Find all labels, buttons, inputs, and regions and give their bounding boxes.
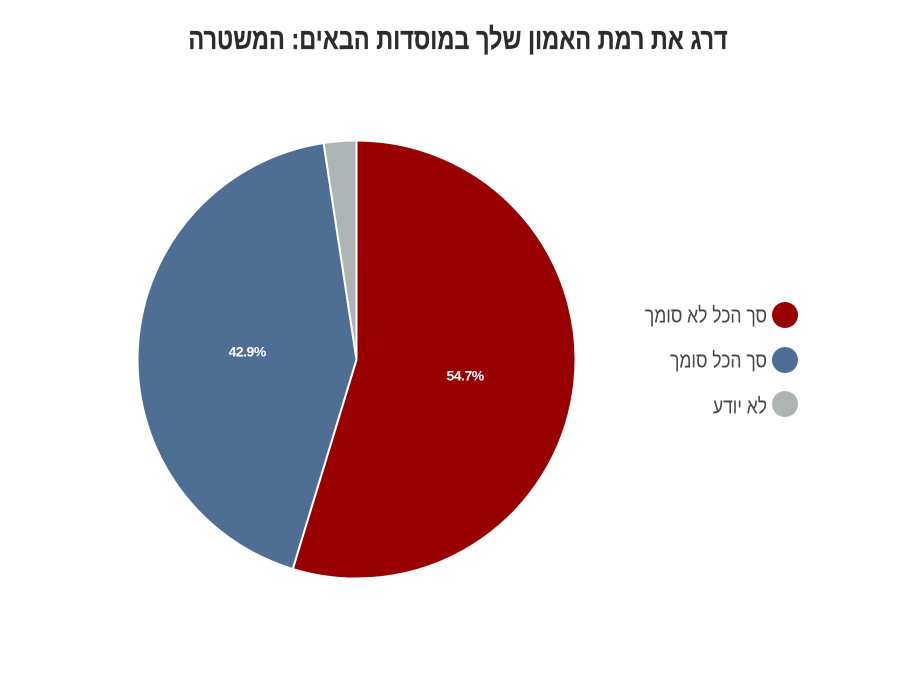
svg-text:42.9%: 42.9% [229, 343, 267, 359]
svg-text:54.7%: 54.7% [446, 367, 484, 383]
